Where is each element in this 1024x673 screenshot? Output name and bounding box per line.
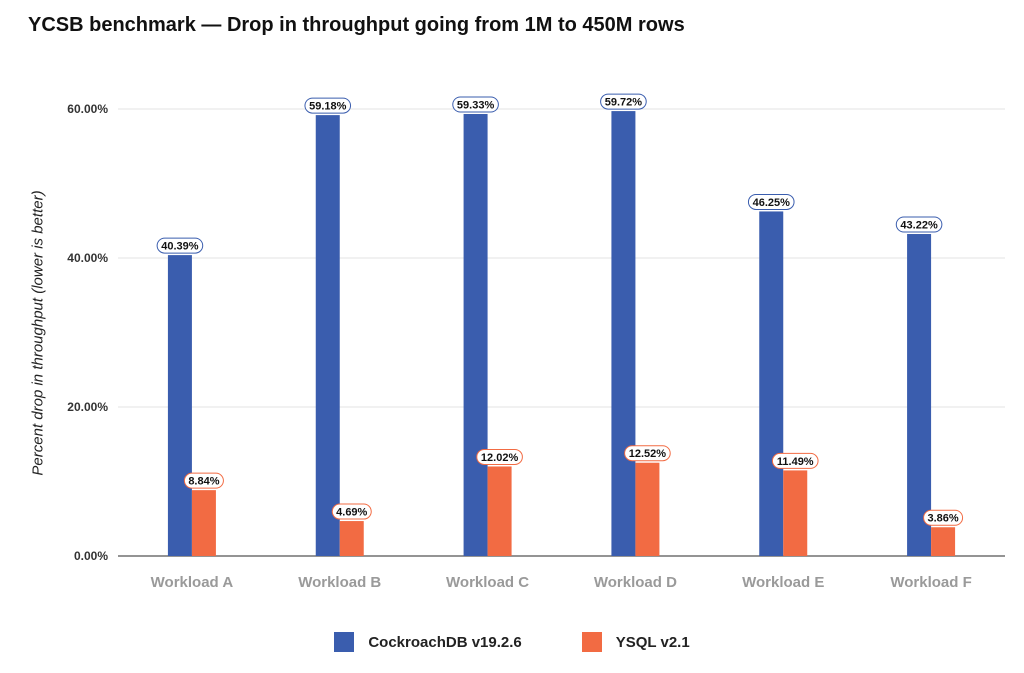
data-label-box — [476, 448, 523, 465]
data-label: 4.69% — [336, 507, 367, 519]
y-tick-label: 0.00% — [74, 549, 108, 563]
bar — [611, 111, 636, 556]
bar — [339, 521, 364, 556]
bar — [783, 470, 808, 556]
legend-item-ysql: YSQL v2.1 — [581, 632, 690, 652]
legend-label-ysql: YSQL v2.1 — [615, 633, 690, 651]
data-label-box — [600, 93, 647, 110]
x-tick-label: Workload C — [446, 574, 529, 591]
x-tick-label: Workload B — [298, 574, 381, 591]
data-label: 59.33% — [457, 99, 495, 111]
data-label: 59.72% — [605, 97, 643, 109]
data-label-box — [895, 216, 943, 233]
bar — [907, 234, 932, 557]
x-tick-label: Workload A — [151, 574, 234, 591]
data-label-box — [452, 96, 499, 113]
data-label-box — [747, 193, 795, 210]
data-label-box — [183, 472, 224, 489]
legend-item-cockroachdb: CockroachDB v19.2.6 — [334, 632, 522, 652]
data-label: 59.18% — [309, 101, 347, 113]
bar — [167, 255, 192, 557]
data-label: 8.84% — [188, 476, 219, 488]
bar — [635, 462, 660, 556]
data-label: 12.52% — [629, 448, 667, 460]
x-tick-label: Workload E — [742, 574, 824, 591]
data-label-box — [156, 237, 204, 254]
data-label: 43.22% — [900, 220, 938, 232]
legend-swatch-ysql — [581, 632, 602, 652]
bar — [463, 113, 488, 556]
y-tick-label: 60.00% — [67, 102, 108, 116]
data-label-box — [304, 97, 352, 114]
data-label-box — [624, 445, 671, 462]
bar — [487, 466, 512, 556]
legend: CockroachDB v19.2.6 YSQL v2.1 — [0, 632, 1024, 652]
data-label-box — [331, 503, 372, 520]
legend-label-cockroachdb: CockroachDB v19.2.6 — [368, 633, 522, 651]
data-label: 40.39% — [161, 241, 199, 253]
data-label: 12.02% — [481, 452, 519, 464]
data-label-box — [771, 452, 819, 469]
data-label: 46.25% — [753, 197, 791, 209]
y-tick-label: 20.00% — [67, 400, 108, 414]
bar — [759, 211, 784, 556]
data-label-box — [923, 509, 964, 526]
x-tick-label: Workload D — [594, 574, 677, 591]
bar — [191, 490, 216, 556]
legend-swatch-cockroachdb — [334, 632, 355, 652]
y-tick-label: 40.00% — [67, 251, 108, 265]
data-label: 3.86% — [927, 513, 958, 525]
bar — [315, 115, 340, 556]
bar — [931, 527, 956, 556]
chart-title: YCSB benchmark — Drop in throughput goin… — [28, 14, 685, 36]
data-label: 11.49% — [777, 456, 814, 468]
x-tick-label: Workload F — [890, 574, 971, 591]
